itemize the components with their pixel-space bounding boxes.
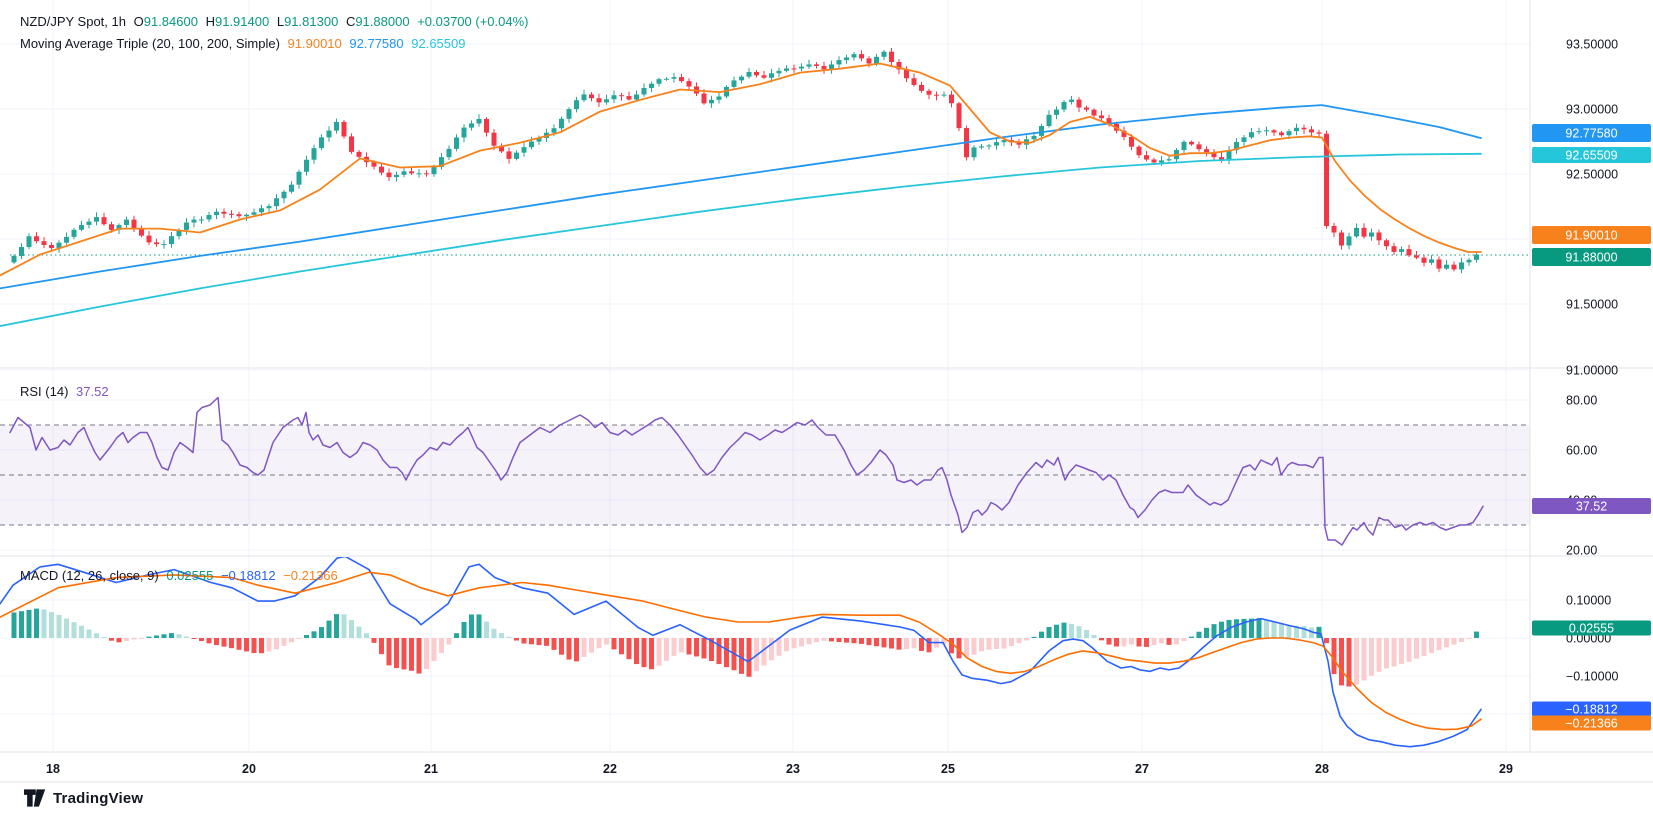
svg-text:0.02555: 0.02555 [1569,622,1614,636]
high-label: H [205,14,215,29]
candles [11,47,1479,274]
rsi-panel[interactable] [9,396,1484,546]
rsi-value: 37.52 [76,384,109,399]
macd-legend-row[interactable]: MACD (12, 26, close, 9) 0.02555 −0.18812… [20,568,342,583]
tradingview-logo-text: TradingView [53,789,144,807]
high-value: 91.91400 [214,14,270,29]
macd-hist-value: 0.02555 [166,568,214,583]
symbol-legend-row[interactable]: NZD/JPY Spot, 1h O91.84600 H91.91400 L91… [20,14,533,29]
axis-badges: 92.77580 92.65509 91.90010 91.88000 37.52 0.0… [1532,124,1651,731]
rsi-indicator-label: RSI (14) [20,384,69,399]
gridlines [0,0,1530,752]
axis-badge [1532,701,1651,717]
axis-badge [1532,715,1651,731]
time-axis-label: 25 [941,762,955,776]
axis-badge [1532,124,1651,142]
svg-text:60.00: 60.00 [1566,444,1597,458]
time-axis-label: 18 [46,762,60,776]
sma200-line[interactable] [0,152,1482,327]
open-label: O [133,14,144,29]
svg-text:37.52: 37.52 [1576,500,1607,514]
time-axis-label: 21 [424,762,438,776]
open-value: 91.84600 [143,14,198,29]
close-label: C [345,14,356,29]
sma200-value: 92.65509 [411,36,466,51]
axis-badge [1532,226,1651,244]
close-value: 91.88000 [355,14,410,29]
tradingview-logo-icon [24,789,46,807]
macd-panel[interactable] [0,556,1482,748]
axis-badge [1532,620,1651,636]
symbol-title: NZD/JPY Spot, 1h [20,14,126,29]
low-label: L [276,14,285,29]
svg-text:91.50000: 91.50000 [1566,298,1618,312]
svg-text:93.50000: 93.50000 [1566,38,1618,52]
time-axis-label: 29 [1499,762,1513,776]
macd-signal-value: −0.21366 [283,568,338,583]
sma100-line[interactable] [0,104,1482,290]
macd-line-value: −0.18812 [220,568,276,583]
svg-text:91.88000: 91.88000 [1565,251,1617,265]
low-value: 91.81300 [284,14,339,29]
svg-text:92.77580: 92.77580 [1565,127,1617,141]
time-axis[interactable]: 18 20 21 22 23 25 27 28 29 [46,762,1513,776]
svg-text:91.00000: 91.00000 [1566,364,1618,378]
macd-histogram [11,608,1479,687]
macd-signal-line[interactable] [0,571,1482,731]
axis-badge [1532,147,1651,163]
time-axis-label: 27 [1135,762,1149,776]
svg-text:92.50000: 92.50000 [1566,168,1618,182]
svg-text:−0.18812: −0.18812 [1565,703,1618,717]
tradingview-logo[interactable]: TradingView [24,788,143,808]
time-axis-label: 22 [603,762,617,776]
ma-legend-row[interactable]: Moving Average Triple (20, 100, 200, Sim… [20,36,469,51]
rsi-legend-row[interactable]: RSI (14) 37.52 [20,384,113,399]
macd-indicator-label: MACD (12, 26, close, 9) [20,568,159,583]
svg-text:80.00: 80.00 [1566,394,1597,408]
time-axis-label: 28 [1315,762,1329,776]
time-axis-label: 20 [242,762,256,776]
axis-badge [1532,248,1651,266]
ma-indicator-label: Moving Average Triple (20, 100, 200, Sim… [20,36,280,51]
svg-text:0.10000: 0.10000 [1566,594,1611,608]
price-panel[interactable] [0,47,1530,327]
sma20-line[interactable] [0,62,1482,277]
svg-text:−0.10000: −0.10000 [1566,670,1619,684]
svg-text:−0.21366: −0.21366 [1565,717,1618,731]
time-axis-label: 23 [786,762,800,776]
sma100-value: 92.77580 [349,36,404,51]
change-value: +0.03700 (+0.04%) [417,14,529,29]
rsi-line[interactable] [9,396,1484,546]
svg-text:93.00000: 93.00000 [1566,103,1618,117]
axis-badge [1532,498,1651,514]
svg-text:20.00: 20.00 [1566,544,1597,558]
svg-text:92.65509: 92.65509 [1565,149,1617,163]
svg-text:91.90010: 91.90010 [1565,229,1617,243]
macd-line[interactable] [0,556,1482,748]
sma20-value: 91.90010 [287,36,342,51]
